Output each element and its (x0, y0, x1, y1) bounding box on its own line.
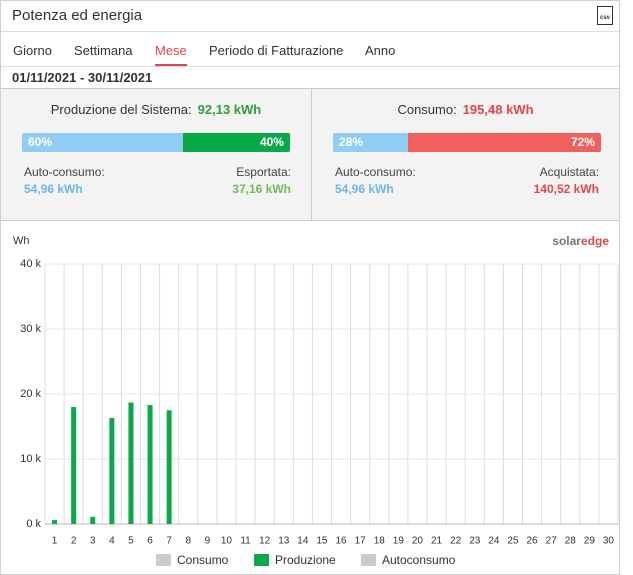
summary-head: Consumo: 195,48 kWh (312, 102, 619, 117)
right-value: 140,52 kWh (533, 182, 599, 196)
legend-label: Produzione (275, 553, 336, 567)
logo: solaredge (552, 234, 609, 248)
summary-total: 92,13 kWh (197, 102, 262, 117)
summary-head: Produzione del Sistema: 92,13 kWh (1, 102, 311, 117)
x-tick-label: 7 (166, 536, 172, 547)
right-value: 37,16 kWh (232, 182, 291, 196)
x-tick-label: 5 (128, 536, 134, 547)
x-tick-label: 3 (90, 536, 96, 547)
divider (1, 66, 619, 67)
split-segment: 28% (333, 133, 409, 152)
bar (90, 516, 96, 524)
legend-item[interactable]: Consumo (156, 553, 229, 567)
x-tick-label: 6 (147, 536, 153, 547)
bar (52, 520, 58, 524)
divider (1, 31, 619, 32)
legend-item[interactable]: Produzione (254, 553, 336, 567)
x-tick-label: 23 (469, 536, 481, 547)
tab[interactable]: Settimana (74, 43, 133, 58)
right-label: Esportata: (236, 165, 291, 179)
x-tick-label: 21 (431, 536, 443, 547)
legend-item[interactable]: Autoconsumo (361, 553, 456, 567)
summary-label: Consumo: (397, 102, 457, 117)
x-tick-label: 12 (259, 536, 271, 547)
split-bar: 60% 40% (22, 133, 290, 152)
x-tick-label: 17 (355, 536, 367, 547)
x-tick-label: 11 (240, 536, 251, 547)
legend-label: Autoconsumo (382, 553, 456, 567)
summary-label: Produzione del Sistema: (50, 102, 192, 117)
y-tick-label: 0 k (26, 518, 41, 530)
legend-label: Consumo (177, 553, 229, 567)
x-tick-label: 16 (335, 536, 347, 547)
x-tick-label: 4 (109, 536, 115, 547)
summary-box: Consumo: 195,48 kWh 28% 72% Auto-consumo: 54,… (312, 88, 619, 221)
x-tick-label: 26 (526, 536, 538, 547)
logo-part: edge (581, 234, 609, 248)
bar (128, 402, 134, 524)
x-tick-label: 29 (584, 536, 596, 547)
legend-swatch (361, 554, 376, 566)
y-tick-label: 10 k (20, 453, 41, 465)
x-tick-label: 13 (278, 536, 290, 547)
x-tick-label: 1 (52, 536, 58, 547)
left-label: Auto-consumo: (335, 165, 416, 179)
bar (109, 418, 115, 524)
logo-part: solar (552, 234, 581, 248)
x-tick-label: 28 (565, 536, 577, 547)
split-segment: 60% (22, 133, 183, 152)
tab[interactable]: Mese (155, 43, 187, 66)
tab[interactable]: Anno (365, 43, 396, 58)
x-tick-label: 8 (185, 536, 191, 547)
x-tick-label: 19 (393, 536, 405, 547)
legend-swatch (254, 554, 269, 566)
x-tick-label: 18 (374, 536, 386, 547)
summary-total: 195,48 kWh (462, 102, 534, 117)
tab[interactable]: Giorno (13, 43, 53, 58)
left-label: Auto-consumo: (24, 165, 105, 179)
tab[interactable]: Periodo di Fatturazione (209, 43, 344, 58)
right-label: Acquistata: (539, 165, 599, 179)
x-tick-label: 27 (546, 536, 558, 547)
x-tick-label: 24 (488, 536, 500, 547)
panel-title: Potenza ed energia (12, 7, 143, 24)
bar (166, 410, 172, 524)
x-tick-label: 22 (450, 536, 462, 547)
split-segment: 72% (408, 133, 601, 152)
x-tick-label: 14 (297, 536, 309, 547)
split-segment: 40% (182, 133, 290, 152)
summary-box: Produzione del Sistema: 92,13 kWh 60% 40% Au… (1, 88, 312, 221)
x-tick-label: 30 (603, 536, 615, 547)
bar (71, 407, 77, 524)
y-tick-label: 20 k (20, 388, 41, 400)
x-tick-label: 20 (412, 536, 424, 547)
energy-panel: Potenza ed energia csv 01/11/2021 - 30/1… (0, 0, 620, 575)
x-tick-label: 15 (316, 536, 328, 547)
y-tick-label: 40 k (20, 258, 41, 270)
x-tick-label: 25 (507, 536, 519, 547)
left-value: 54,96 kWh (335, 182, 394, 196)
x-tick-label: 9 (205, 536, 211, 547)
bar (147, 405, 153, 524)
csv-button[interactable]: csv (597, 6, 613, 25)
y-axis-label: Wh (13, 235, 30, 247)
legend-swatch (156, 554, 171, 566)
left-value: 54,96 kWh (24, 182, 83, 196)
x-tick-label: 10 (221, 536, 233, 547)
date-range: 01/11/2021 - 30/11/2021 (12, 70, 153, 85)
y-tick-label: 30 k (20, 323, 41, 335)
x-tick-label: 2 (71, 536, 77, 547)
split-bar: 28% 72% (333, 133, 601, 152)
